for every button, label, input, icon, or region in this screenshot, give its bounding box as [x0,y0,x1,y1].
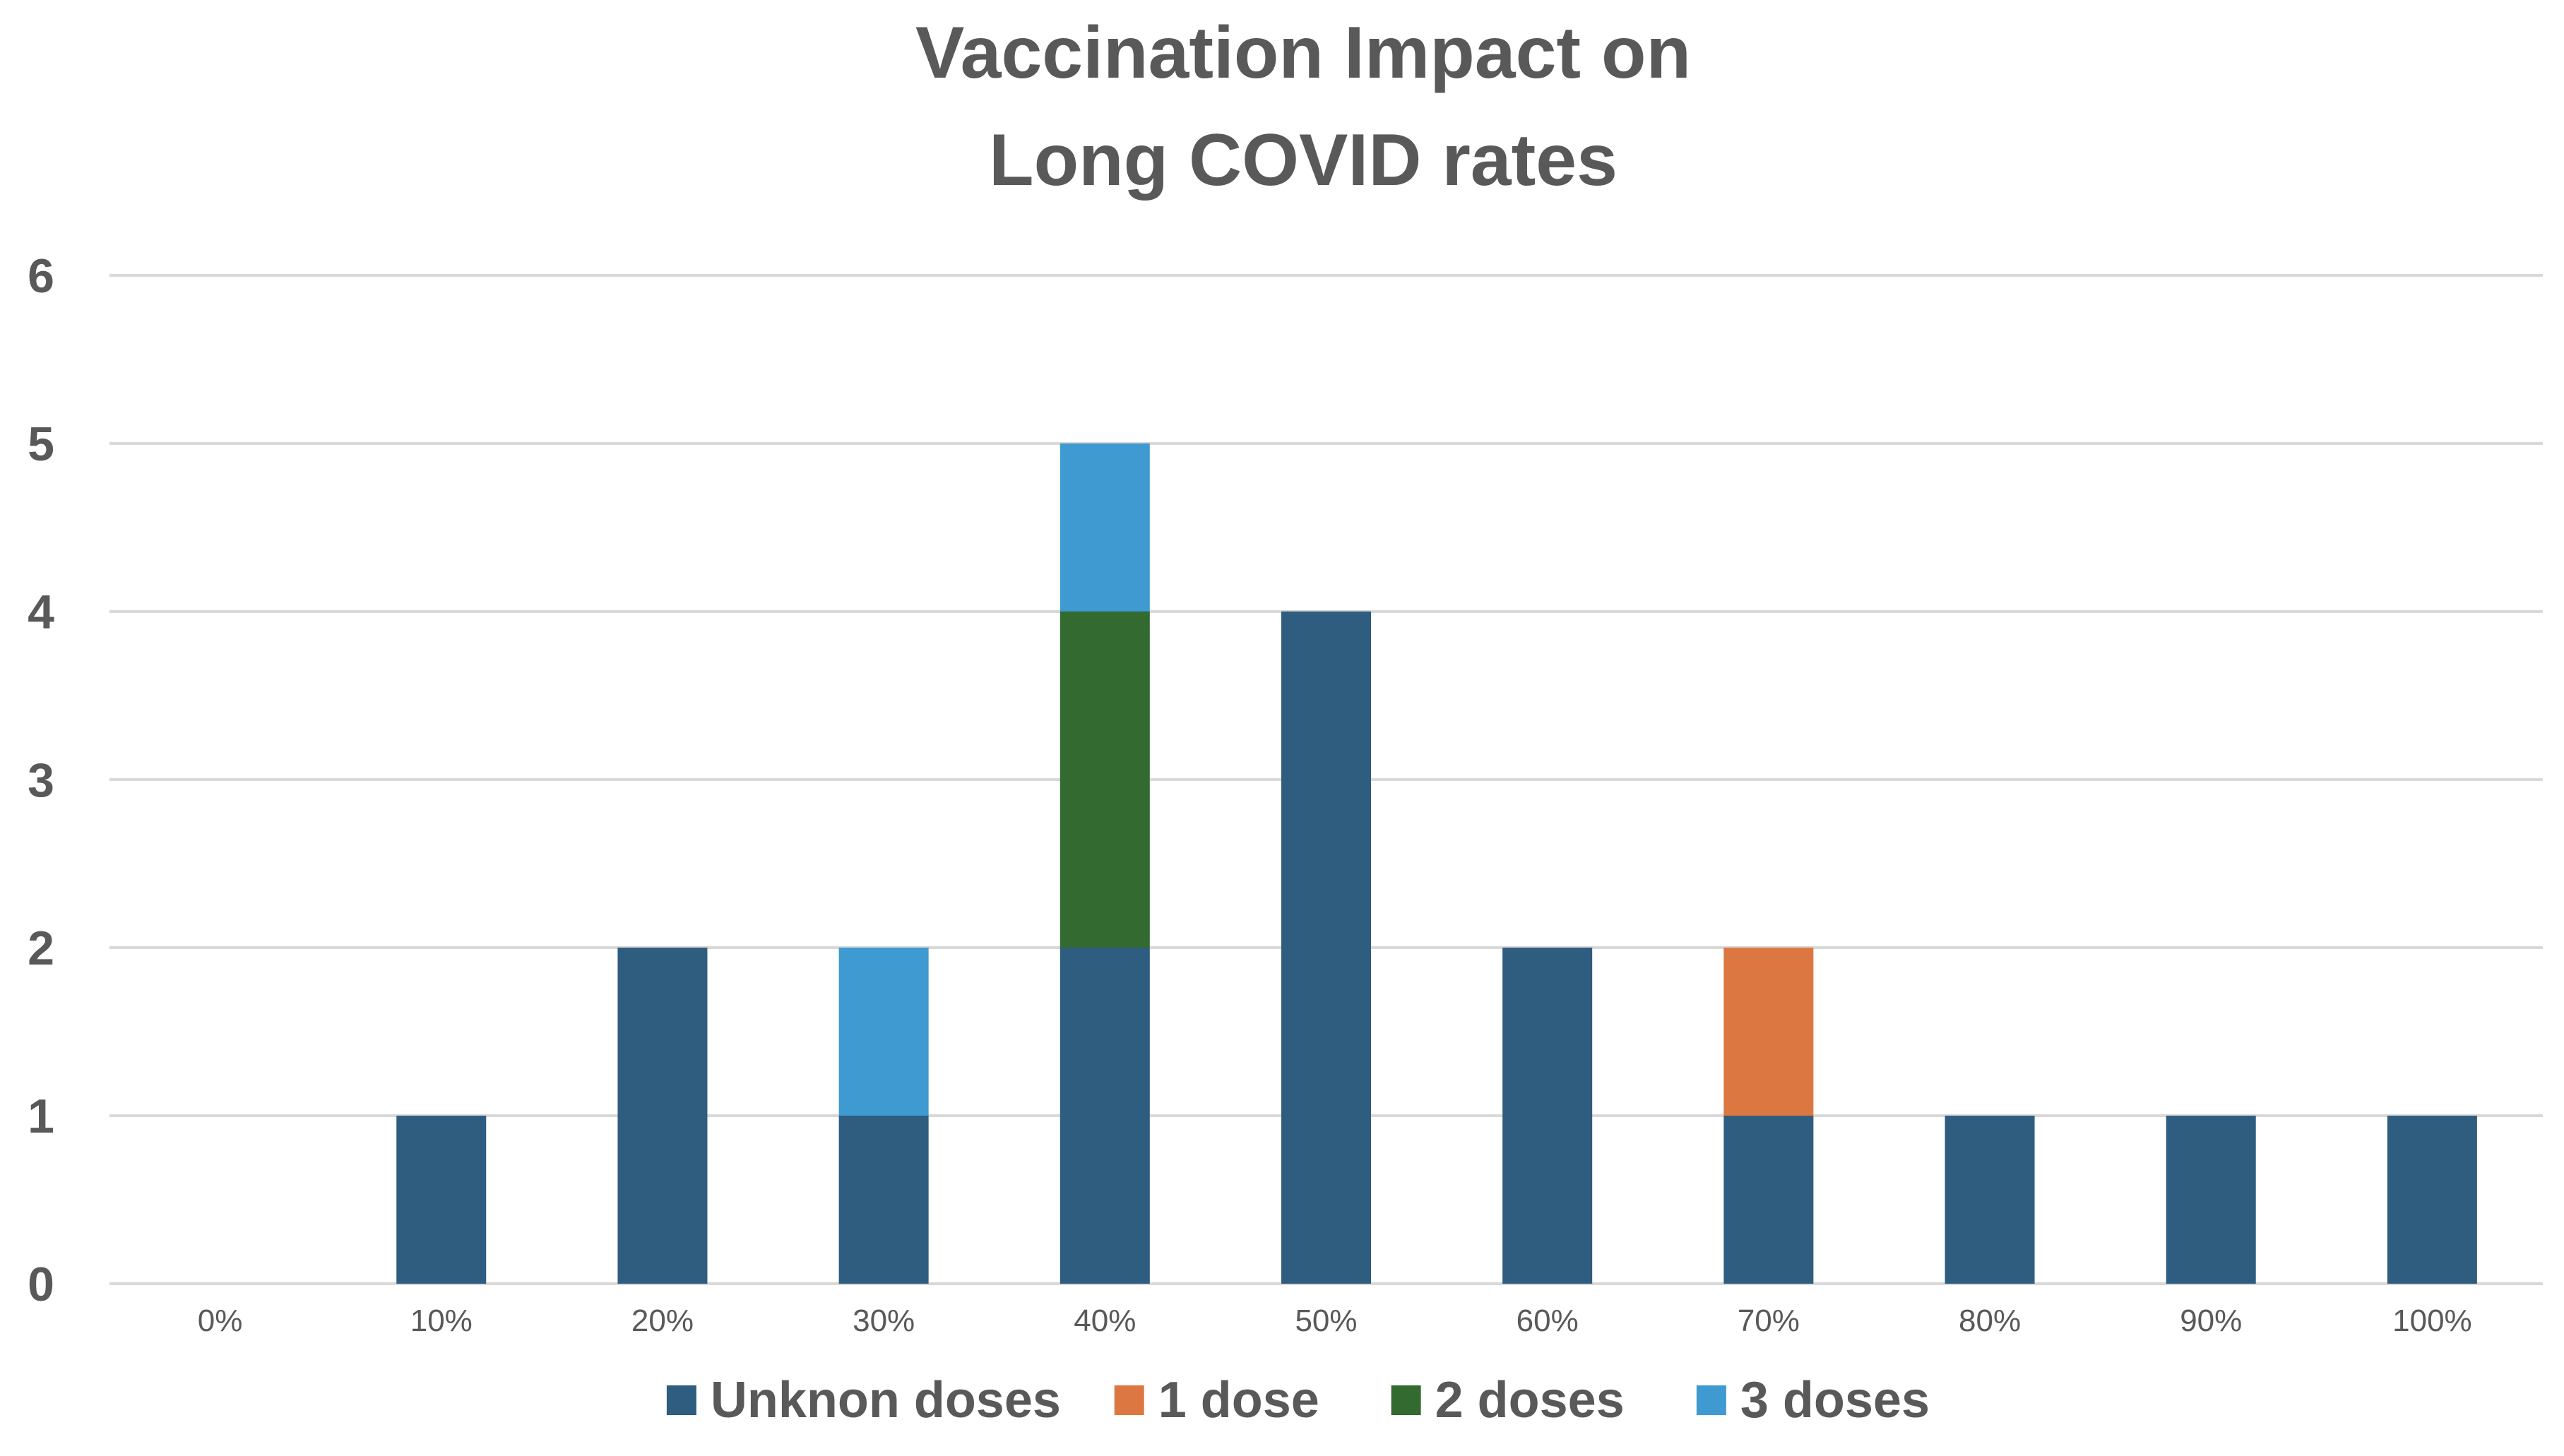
y-axis-tick-labels: 0 1 2 3 4 5 6 [28,249,54,1311]
y-tick-label: 1 [28,1090,54,1143]
x-axis-tick-labels: 0% 10% 20% 30% 40% 50% 60% 70% 80% 90% 100% [198,1303,2472,1338]
x-tick-label: 50% [1295,1303,1357,1338]
bar-segment [1723,1116,1814,1284]
x-tick-label: 0% [198,1303,243,1338]
x-tick-label: 20% [631,1303,694,1338]
bars [396,443,2477,1284]
legend-label: 1 dose [1158,1372,1319,1428]
chart-title-line-1: Vaccination Impact on [915,12,1691,94]
y-tick-label: 5 [28,417,54,471]
x-tick-label: 40% [1074,1303,1136,1338]
bar-segment [1502,948,1593,1284]
bar-segment [1060,611,1150,948]
legend-swatch [666,1385,696,1415]
x-tick-label: 60% [1517,1303,1579,1338]
x-tick-label: 70% [1738,1303,1800,1338]
x-tick-label: 30% [853,1303,915,1338]
y-tick-label: 6 [28,249,54,303]
bar-segment [396,1116,487,1284]
legend-swatch [1391,1385,1421,1415]
y-tick-label: 2 [28,921,54,975]
bar-segment [617,948,708,1284]
bar-segment [838,1116,929,1284]
x-tick-label: 80% [1959,1303,2021,1338]
legend-swatch [1696,1385,1726,1415]
y-tick-label: 3 [28,753,54,807]
legend-label: 2 doses [1435,1372,1625,1428]
x-tick-label: 100% [2392,1303,2472,1338]
legend-label: 3 doses [1740,1372,1930,1428]
bar-segment [1723,948,1814,1116]
bar-segment [838,948,929,1116]
y-tick-label: 4 [28,585,54,639]
legend-swatch [1114,1385,1144,1415]
chart-title-line-2: Long COVID rates [989,119,1618,201]
legend-label: Unknon doses [711,1372,1061,1428]
bar-segment [1060,948,1150,1284]
chart-title: Vaccination Impact on Long COVID rates [915,12,1691,201]
x-tick-label: 10% [410,1303,473,1338]
x-tick-label: 90% [2180,1303,2242,1338]
legend: Unknon doses 1 dose 2 doses 3 doses [666,1372,1930,1428]
bar-segment [1060,443,1150,611]
y-tick-label: 0 [28,1258,54,1311]
bar-segment [2387,1116,2477,1284]
bar-segment [2166,1116,2256,1284]
bar-segment [1945,1116,2035,1284]
bar-segment [1281,611,1371,1284]
